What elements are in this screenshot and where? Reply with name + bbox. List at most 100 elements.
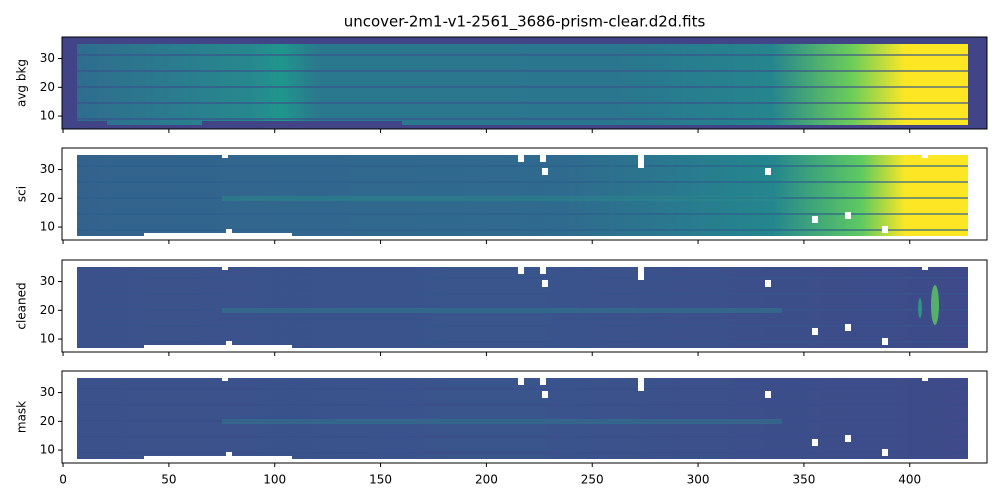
masked-pixel bbox=[638, 377, 644, 384]
image-edge bbox=[202, 121, 402, 125]
masked-pixel bbox=[638, 266, 644, 273]
image-data bbox=[77, 155, 968, 236]
masked-pixel bbox=[975, 374, 981, 381]
image-data bbox=[77, 378, 968, 459]
masked-pixel bbox=[975, 263, 981, 270]
y-tick-label: 20 bbox=[40, 80, 55, 94]
masked-edge bbox=[77, 371, 227, 378]
y-tick-label: 30 bbox=[40, 51, 55, 65]
masked-pixel bbox=[765, 391, 771, 398]
masked-pixel bbox=[540, 378, 546, 385]
masked-pixel bbox=[812, 328, 818, 335]
image-stripe bbox=[77, 213, 968, 215]
axes-frame bbox=[61, 36, 988, 130]
image-stripe bbox=[77, 70, 968, 72]
x-tick-label: 300 bbox=[687, 473, 710, 487]
x-tick-label: 350 bbox=[792, 473, 815, 487]
y-tick-label: 10 bbox=[40, 220, 55, 234]
x-tick-label: 50 bbox=[161, 473, 176, 487]
masked-pixel bbox=[542, 280, 548, 287]
masked-pixel bbox=[812, 439, 818, 446]
x-tick-label: 250 bbox=[581, 473, 604, 487]
axes-frame bbox=[61, 259, 988, 353]
masked-pixel bbox=[226, 229, 232, 236]
image-stripe bbox=[77, 404, 968, 406]
x-tick-label: 100 bbox=[263, 473, 286, 487]
masked-pixel bbox=[882, 226, 888, 233]
y-tick-label: 30 bbox=[40, 385, 55, 399]
image-data bbox=[77, 267, 968, 348]
masked-pixel bbox=[765, 168, 771, 175]
axes-frame bbox=[61, 147, 988, 241]
image-trace bbox=[222, 419, 782, 424]
chart-title: uncover-2m1-v1-2561_3686-prism-clear.d2d… bbox=[344, 13, 706, 32]
y-axis-label: avg bkg bbox=[15, 59, 29, 107]
x-tick-label: 0 bbox=[59, 473, 67, 487]
masked-pixel bbox=[922, 263, 928, 270]
image-stripe bbox=[77, 229, 968, 231]
image-stripe bbox=[77, 388, 968, 390]
x-tick-label: 400 bbox=[898, 473, 921, 487]
masked-pixel bbox=[226, 341, 232, 348]
masked-edge bbox=[144, 345, 292, 352]
masked-pixel bbox=[845, 435, 851, 442]
image-stripe bbox=[77, 165, 968, 167]
masked-pixel bbox=[922, 151, 928, 158]
masked-pixel bbox=[812, 216, 818, 223]
emission-line bbox=[931, 285, 939, 325]
masked-pixel bbox=[542, 391, 548, 398]
masked-pixel bbox=[845, 324, 851, 331]
image-stripe bbox=[77, 102, 968, 104]
y-tick-label: 30 bbox=[40, 274, 55, 288]
image-trace bbox=[222, 196, 782, 201]
image-edge bbox=[77, 121, 107, 125]
emission-line bbox=[918, 298, 922, 318]
masked-edge bbox=[144, 233, 292, 240]
image-stripe bbox=[77, 277, 968, 279]
image-stripe bbox=[77, 118, 968, 120]
masked-pixel bbox=[226, 452, 232, 459]
image-data bbox=[77, 44, 968, 125]
masked-edge bbox=[77, 260, 227, 267]
masked-pixel bbox=[882, 338, 888, 345]
masked-pixel bbox=[638, 161, 644, 168]
axes-frame bbox=[61, 370, 988, 464]
masked-pixel bbox=[518, 155, 524, 162]
image-stripe bbox=[77, 436, 968, 438]
image-stripe bbox=[77, 309, 968, 311]
y-axis-label: cleaned bbox=[15, 282, 29, 329]
masked-pixel bbox=[638, 384, 644, 391]
x-tick-label: 200 bbox=[475, 473, 498, 487]
masked-pixel bbox=[765, 280, 771, 287]
masked-pixel bbox=[638, 154, 644, 161]
masked-pixel bbox=[540, 267, 546, 274]
y-tick-label: 30 bbox=[40, 162, 55, 176]
y-tick-label: 10 bbox=[40, 443, 55, 457]
y-tick-label: 20 bbox=[40, 414, 55, 428]
masked-pixel bbox=[882, 449, 888, 456]
image-stripe bbox=[77, 181, 968, 183]
y-axis-label: sci bbox=[15, 186, 29, 202]
y-tick-label: 20 bbox=[40, 303, 55, 317]
masked-pixel bbox=[922, 374, 928, 381]
image-trace bbox=[222, 308, 782, 313]
masked-pixel bbox=[845, 212, 851, 219]
image-stripe bbox=[77, 325, 968, 327]
image-stripe bbox=[77, 452, 968, 454]
image-stripe bbox=[77, 420, 968, 422]
x-tick-label: 150 bbox=[369, 473, 392, 487]
image-stripe bbox=[77, 293, 968, 295]
masked-pixel bbox=[975, 151, 981, 158]
image-stripe bbox=[77, 341, 968, 343]
y-tick-label: 10 bbox=[40, 109, 55, 123]
masked-pixel bbox=[540, 155, 546, 162]
masked-pixel bbox=[638, 273, 644, 280]
y-tick-label: 10 bbox=[40, 332, 55, 346]
masked-edge bbox=[77, 148, 227, 155]
masked-pixel bbox=[518, 378, 524, 385]
y-tick-label: 20 bbox=[40, 191, 55, 205]
image-stripe bbox=[77, 54, 968, 56]
masked-pixel bbox=[542, 168, 548, 175]
image-stripe bbox=[77, 86, 968, 88]
